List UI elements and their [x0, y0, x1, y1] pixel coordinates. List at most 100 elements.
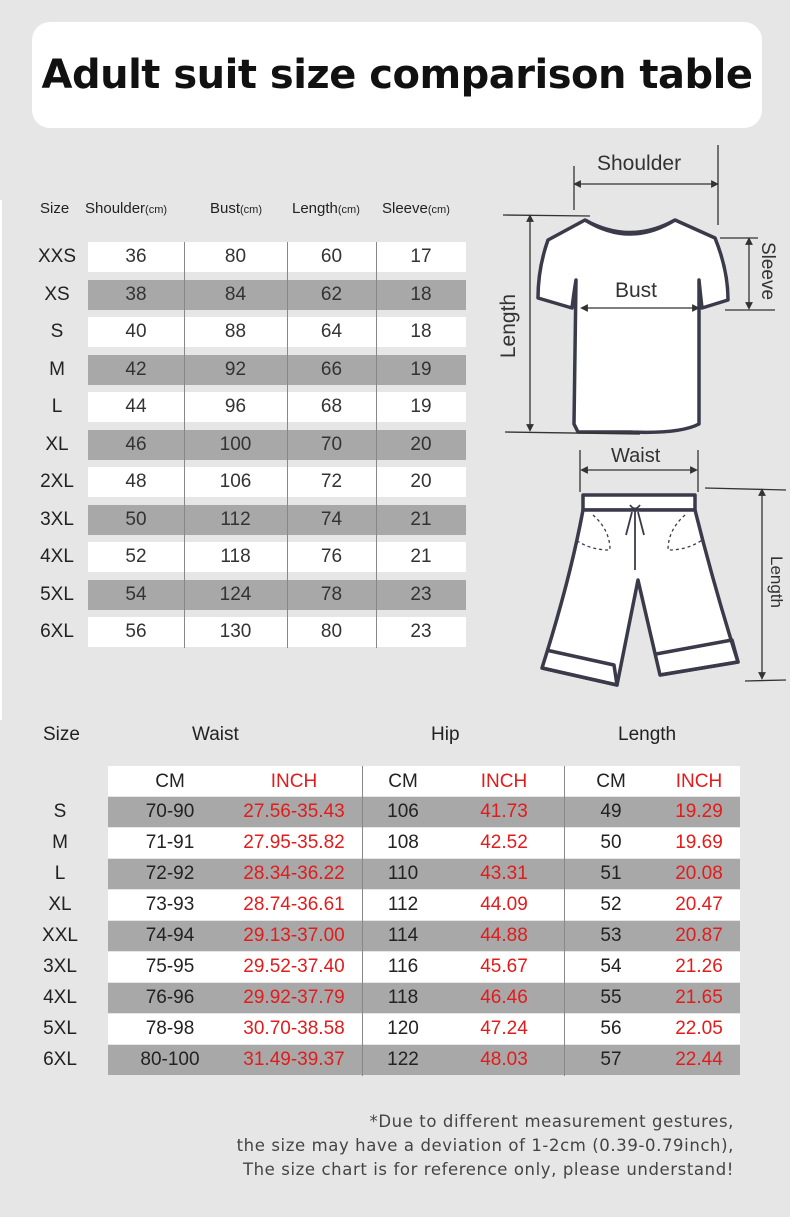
size-label: 4XL [40, 546, 74, 567]
table-cell: 19 [410, 358, 432, 380]
table-cell: 46.46 [480, 987, 528, 1008]
table-cell: 112 [220, 508, 251, 530]
table-row: 6XL 56 130 80 23 [34, 617, 466, 647]
tshirt-icon [536, 218, 730, 435]
size-label: L [51, 396, 63, 417]
table-cell: 21 [410, 546, 432, 567]
table-cell: 19.69 [675, 832, 723, 853]
table-cell: 29.13-37.00 [243, 925, 345, 946]
table-cell: 100 [219, 433, 252, 455]
table-cell: 74-94 [145, 925, 195, 946]
table-cell: 20.08 [675, 863, 723, 884]
size-label: XL [48, 894, 72, 915]
table-cell: 72-92 [145, 863, 195, 884]
table-row: M 71-91 27.95-35.82 108 42.52 50 19.69 [0, 828, 790, 858]
unit-inch: INCH [675, 771, 723, 792]
table-cell: 78-98 [145, 1018, 195, 1039]
table-cell: 22.05 [675, 1018, 723, 1039]
column-divider [287, 242, 288, 648]
table-row: 5XL 54 124 78 23 [34, 579, 466, 610]
table-cell: 76-96 [145, 987, 195, 1008]
size-label: S [50, 321, 64, 342]
size-label: L [54, 863, 66, 884]
table-cell: 48.03 [480, 1049, 528, 1070]
table-cell: 66 [320, 358, 343, 380]
table-row: 3XL 50 112 74 21 [34, 504, 466, 535]
table-cell: 36 [125, 246, 147, 267]
table-cell: 74 [320, 508, 343, 530]
table-cell: 21.26 [675, 956, 723, 977]
row-background [108, 828, 740, 858]
table-cell: 42.52 [480, 832, 528, 853]
bottom-header-length: Length [618, 724, 677, 745]
unit-inch: INCH [270, 771, 318, 792]
left-edge-line [0, 200, 2, 720]
row-background [108, 921, 740, 951]
table-cell: 55 [600, 987, 622, 1008]
table-cell: 92 [224, 358, 247, 380]
table-row: L 72-92 28.34-36.22 110 43.31 51 20.08 [0, 859, 790, 889]
table-cell: 122 [387, 1049, 419, 1070]
table-cell: 116 [387, 956, 419, 977]
table-row: 4XL 52 118 76 21 [34, 542, 466, 572]
table-cell: 38 [125, 283, 147, 305]
table-cell: 106 [387, 801, 419, 822]
table-cell: 17 [410, 246, 432, 267]
size-label: 6XL [43, 1049, 77, 1070]
table-cell: 64 [320, 321, 343, 342]
table-cell: 80-100 [140, 1049, 200, 1070]
note-line: *Due to different measurement gestures, [369, 1112, 734, 1131]
unit-inch: INCH [480, 771, 528, 792]
table-cell: 70 [320, 433, 343, 455]
table-cell: 20.47 [675, 894, 723, 915]
row-background [88, 579, 466, 610]
column-divider [564, 766, 565, 1076]
table-cell: 27.56-35.43 [243, 801, 345, 822]
column-divider [362, 766, 363, 1076]
row-background [108, 890, 740, 920]
table-cell: 57 [600, 1049, 622, 1070]
size-label: 3XL [43, 956, 77, 977]
size-label: 5XL [43, 1018, 77, 1039]
size-label: XXS [37, 246, 77, 267]
bust-label: Bust [615, 279, 658, 302]
table-cell: 19.29 [675, 801, 723, 822]
row-background [108, 983, 740, 1013]
table-cell: 73-93 [145, 894, 195, 915]
table-cell: 44.09 [480, 894, 528, 915]
table-row: S 40 88 64 18 [34, 317, 466, 347]
table-row: XL 46 100 70 20 [34, 429, 466, 460]
row-background [108, 952, 740, 982]
table-cell: 51 [600, 863, 622, 884]
table-cell: 30.70-38.58 [243, 1018, 345, 1039]
table-cell: 75-95 [145, 956, 195, 977]
table-cell: 54 [125, 583, 147, 605]
table-cell: 70-90 [145, 801, 195, 822]
table-cell: 80 [320, 621, 343, 642]
table-cell: 47.24 [480, 1018, 528, 1039]
table-cell: 118 [220, 546, 251, 567]
size-label: XS [44, 283, 70, 305]
table-cell: 27.95-35.82 [243, 832, 345, 853]
table-cell: 124 [219, 583, 252, 605]
table-cell: 71-91 [145, 832, 195, 853]
table-cell: 50 [600, 832, 622, 853]
table-cell: 43.31 [480, 863, 528, 884]
table-cell: 41.73 [480, 801, 528, 822]
header-bust: Bust(cm) [210, 200, 263, 217]
table-row: 3XL 75-95 29.52-37.40 116 45.67 54 21.26 [0, 952, 790, 982]
row-background [88, 617, 466, 647]
table-cell: 52 [600, 894, 622, 915]
table-row: S 70-90 27.56-35.43 106 41.73 49 19.29 [0, 797, 790, 827]
table-cell: 20 [410, 471, 432, 492]
shoulder-label: Shoulder [597, 152, 682, 175]
row-background [108, 859, 740, 889]
table-cell: 20 [410, 433, 432, 455]
column-divider [376, 242, 377, 648]
bottom-header-waist: Waist [192, 724, 239, 745]
header-size: Size [40, 200, 70, 217]
table-cell: 42 [125, 358, 147, 380]
table-row: 2XL 48 106 72 20 [34, 467, 466, 497]
header-shoulder: Shoulder(cm) [85, 200, 168, 217]
row-background [88, 317, 466, 347]
